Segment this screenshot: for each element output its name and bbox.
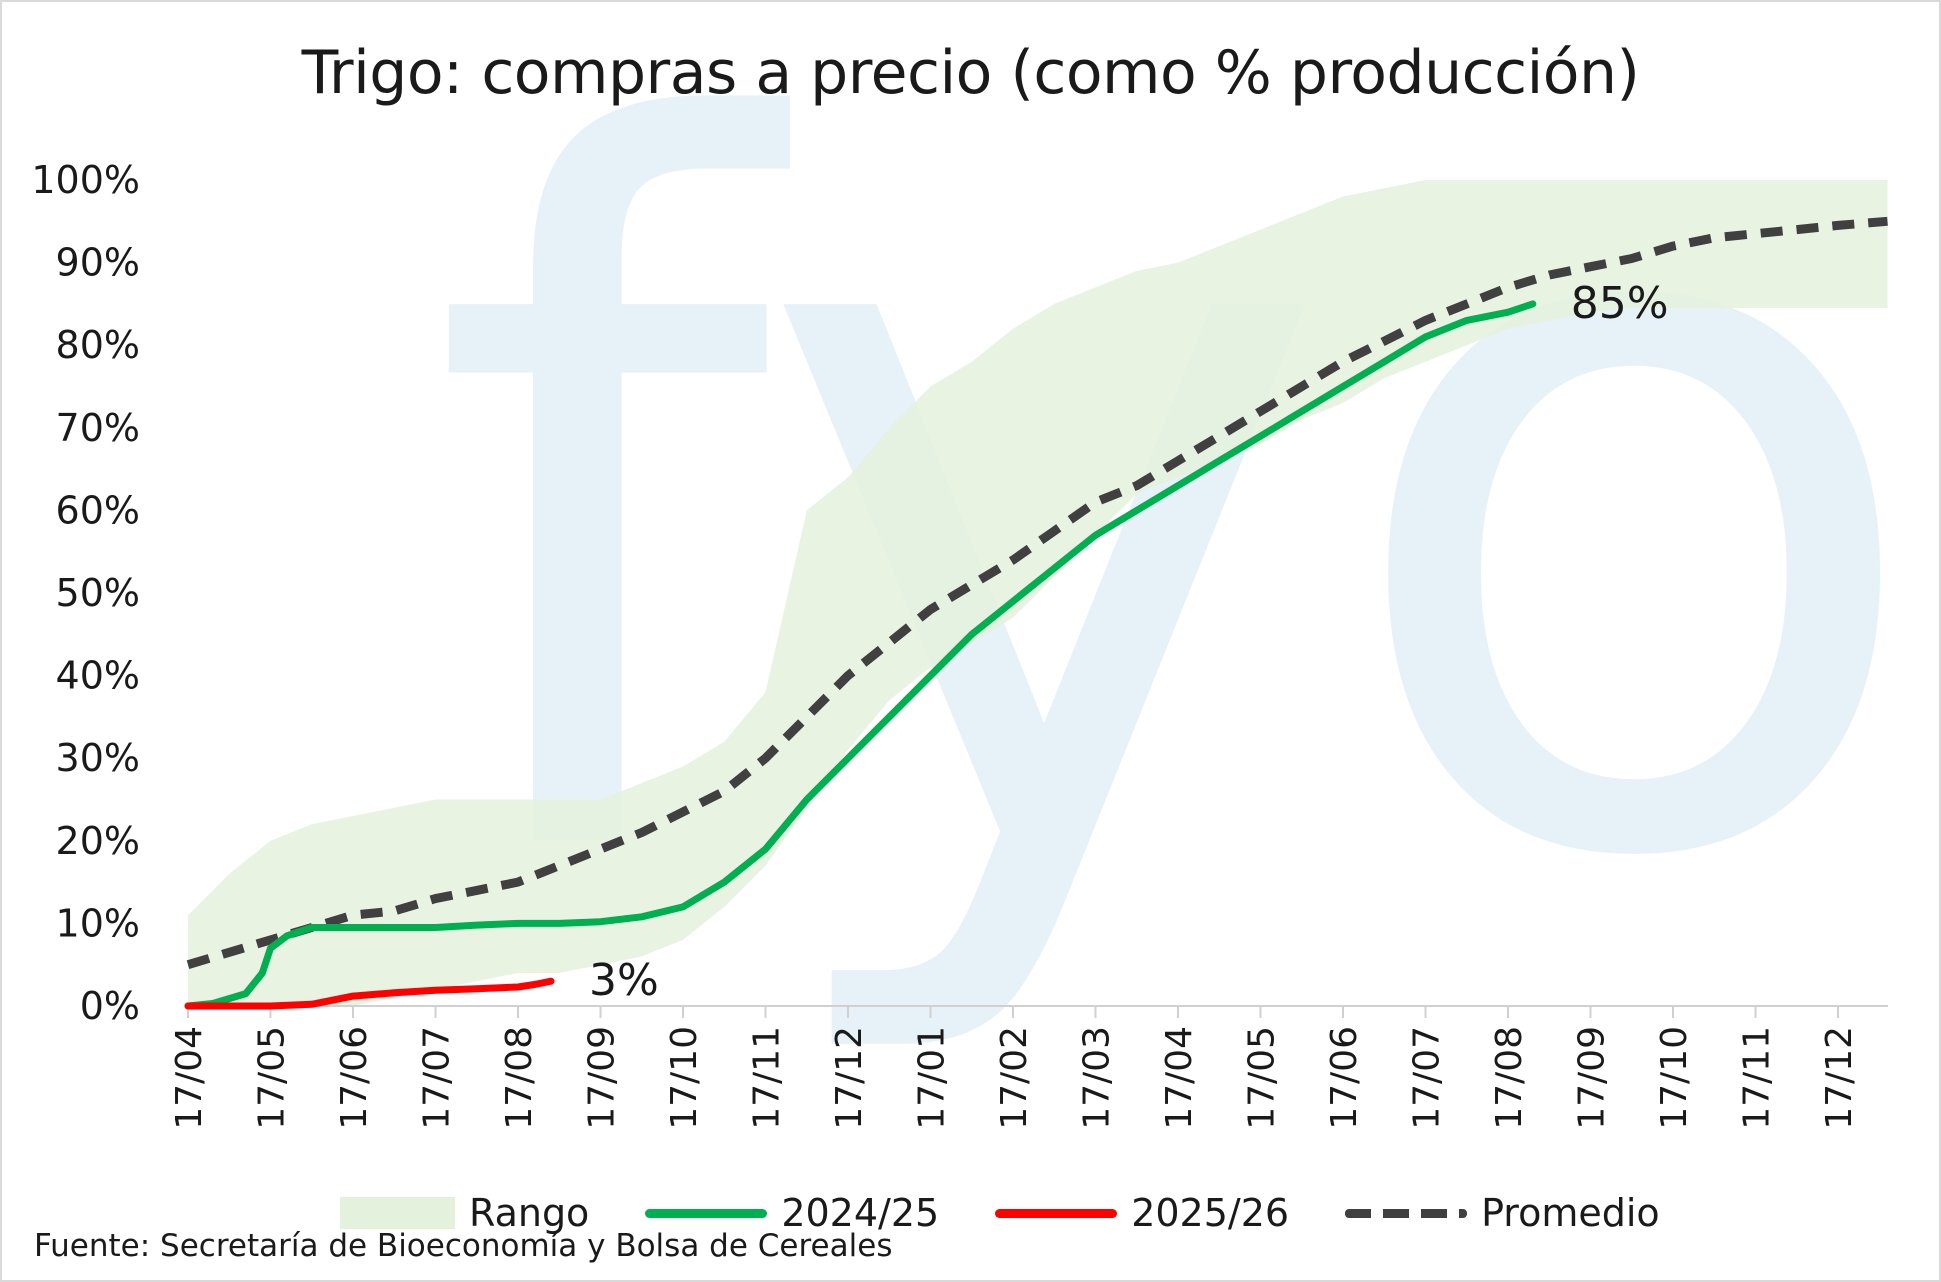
- series-line-layer: [184, 216, 1888, 1010]
- x-tick-label: 17/07: [417, 1026, 458, 1130]
- legend-swatch-promedio: [1345, 1208, 1468, 1218]
- label-layer: 85% 3%: [589, 278, 1669, 1006]
- legend-item-rango: Rango: [340, 1191, 589, 1235]
- chart-plot: fyo 0%10%20%30%40%50%60%70%80%90%100%17/…: [31, 0, 1933, 1130]
- x-tick-label: 17/03: [1077, 1026, 1118, 1130]
- legend-item-promedio: Promedio: [1345, 1191, 1660, 1235]
- y-tick-label: 80%: [56, 323, 140, 367]
- y-tick-label: 50%: [56, 571, 140, 615]
- x-tick-label: 17/12: [829, 1026, 870, 1130]
- x-tick-label: 17/12: [1819, 1026, 1860, 1130]
- legend-swatch-2025-26: [995, 1208, 1118, 1218]
- x-tick-label: 17/02: [994, 1026, 1035, 1130]
- annotation-label: 85%: [1571, 278, 1669, 329]
- x-tick-label: 17/07: [1407, 1026, 1448, 1130]
- y-tick-label: 10%: [56, 901, 140, 945]
- legend-label-2024-25: 2024/25: [781, 1191, 940, 1235]
- axis-layer: 0% 10% 20% 30% 40% 50% 60% 70% 80% 90% 100% 17/04 17…: [31, 158, 1888, 1130]
- series-line-promedio: [186, 216, 1888, 970]
- legend-label-rango: Rango: [469, 1191, 590, 1235]
- x-tick-label: 17/01: [912, 1026, 953, 1130]
- y-tick-label: 70%: [56, 406, 140, 450]
- series-line-2024-25: [184, 300, 1537, 1010]
- legend-item-2025-26: 2025/26: [995, 1191, 1289, 1235]
- annotation-label: 3%: [589, 955, 659, 1006]
- y-tick-label: 20%: [56, 819, 140, 863]
- legend-swatch-2024-25: [645, 1208, 768, 1218]
- range-band-area: [188, 180, 1888, 1006]
- x-tick-label: 17/11: [1737, 1026, 1778, 1130]
- legend-label-promedio: Promedio: [1481, 1191, 1660, 1235]
- y-tick-label: 40%: [56, 654, 140, 698]
- x-tick-label: 17/10: [1654, 1026, 1695, 1130]
- x-tick-label: 17/04: [1159, 1026, 1200, 1130]
- y-tick-label: 90%: [56, 241, 140, 285]
- x-tick-label: 17/06: [334, 1026, 375, 1130]
- x-tick-label: 17/09: [582, 1026, 623, 1130]
- x-tick-label: 17/08: [1489, 1026, 1530, 1130]
- y-tick-label: 0%: [80, 984, 140, 1028]
- y-tick-label: 60%: [56, 488, 140, 532]
- legend: Rango 2024/25 2025/26 Promedio: [340, 1188, 1716, 1238]
- chart-title: Trigo: compras a precio (como % producci…: [301, 38, 1640, 108]
- y-tick-label: 30%: [56, 736, 140, 780]
- x-tick-label: 17/04: [169, 1026, 210, 1130]
- range-band-layer: [188, 180, 1888, 1006]
- series-line-2025-26: [184, 977, 555, 1010]
- x-tick-label: 17/06: [1324, 1026, 1365, 1130]
- x-tick-label: 17/11: [747, 1026, 788, 1130]
- y-tick-label: 100%: [31, 158, 140, 202]
- legend-label-2025-26: 2025/26: [1131, 1191, 1290, 1235]
- legend-swatch-rango: [340, 1197, 455, 1229]
- x-tick-label: 17/05: [1242, 1026, 1283, 1130]
- x-tick-label: 17/05: [252, 1026, 293, 1130]
- legend-item-2024-25: 2024/25: [645, 1191, 939, 1235]
- x-tick-label: 17/09: [1572, 1026, 1613, 1130]
- x-tick-label: 17/08: [499, 1026, 540, 1130]
- source-note: Fuente: Secretaría de Bioeconomía y Bols…: [34, 1228, 893, 1264]
- x-tick-label: 17/10: [664, 1026, 705, 1130]
